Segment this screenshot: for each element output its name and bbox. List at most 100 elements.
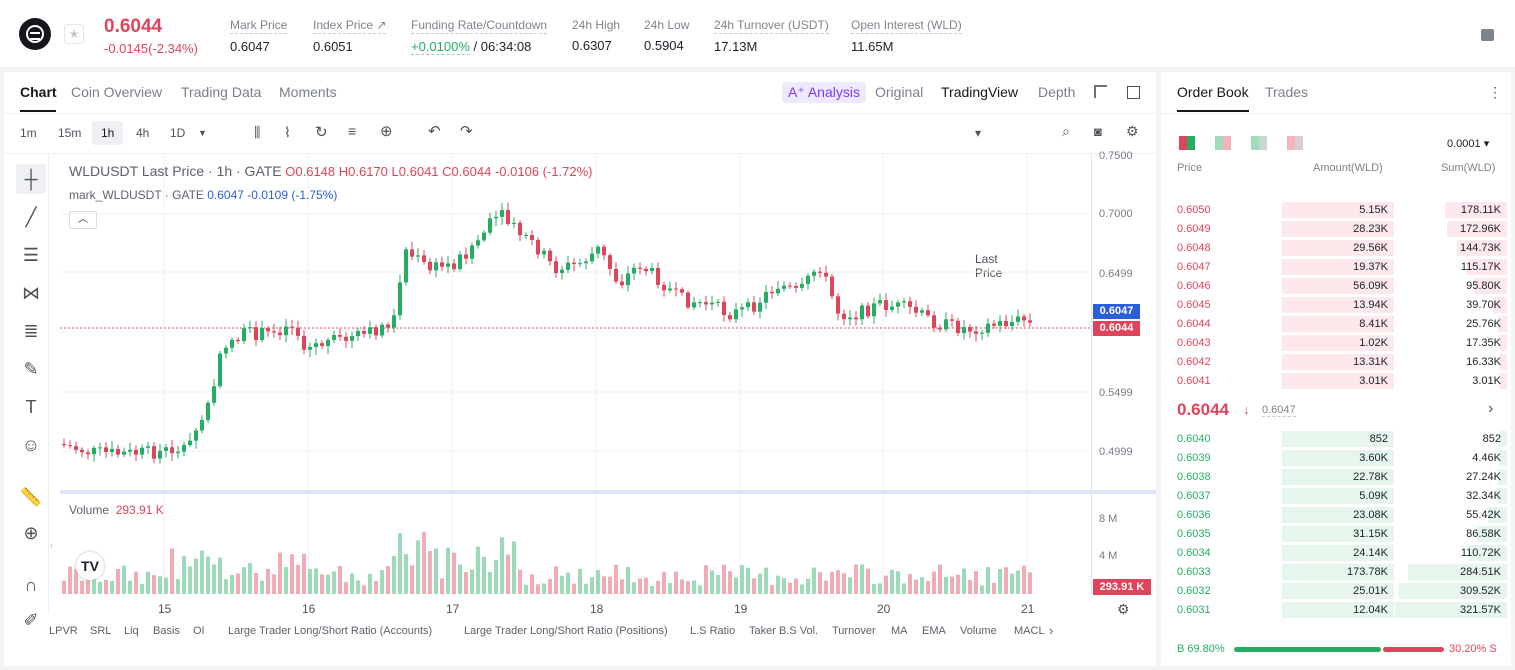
ob-price: 0.6047	[1177, 261, 1211, 273]
chevron-left-icon[interactable]: ‹	[50, 540, 53, 550]
sum-depth-bar	[1497, 469, 1507, 485]
sum-depth-bar	[1499, 335, 1507, 351]
candlestick-chart[interactable]	[60, 154, 1092, 594]
indicator-item[interactable]: Basis	[153, 625, 180, 637]
zoom-in-icon[interactable]: ⊕	[23, 523, 39, 543]
interval-1d[interactable]: 1D	[170, 126, 186, 140]
precision-select[interactable]: 0.0001 ▾	[1447, 138, 1490, 150]
stat-value: 0.6051	[313, 39, 353, 54]
tab-depth[interactable]: Depth	[1038, 84, 1076, 100]
ob-sum: 17.35K	[1466, 337, 1501, 349]
layout-bids-icon[interactable]	[1251, 136, 1267, 150]
volume-value: 293.91 K	[115, 503, 164, 517]
price-change: -0.0145(-2.34%)	[104, 41, 198, 56]
window-icon[interactable]	[1127, 86, 1140, 99]
undo-icon[interactable]: ↶	[428, 123, 441, 140]
ob-amount: 25.01K	[1353, 585, 1388, 597]
indicator-item[interactable]: MACL	[1014, 625, 1045, 637]
stat-funding: Funding Rate/Countdown +0.0100% / 06:34:0…	[411, 18, 548, 55]
ob-price: 0.6041	[1177, 375, 1211, 387]
ob-amount: 173.78K	[1347, 566, 1388, 578]
trend-line-icon[interactable]: ╱	[25, 207, 37, 227]
amount-depth-bar	[1282, 450, 1394, 466]
chart-panel	[4, 72, 1156, 666]
add-plus-icon[interactable]: ⊕	[380, 123, 393, 140]
candle-type-icon[interactable]: ⫼	[254, 124, 261, 140]
book-icon[interactable]	[1481, 29, 1494, 41]
crosshair-icon[interactable]: ┼	[16, 164, 46, 194]
indicator-item[interactable]: Large Trader Long/Short Ratio (Positions…	[464, 625, 668, 637]
pane-separator[interactable]	[60, 490, 1156, 494]
emoji-icon[interactable]: ☺	[21, 435, 41, 455]
interval-4h[interactable]: 4h	[136, 126, 150, 140]
parallel-lines-icon[interactable]: ☰	[22, 245, 40, 265]
fib-icon[interactable]: ≣	[23, 321, 39, 341]
camera-icon[interactable]: ◙	[1094, 124, 1102, 139]
indicator-item[interactable]: Taker B.S Vol.	[749, 625, 819, 637]
tab-moments[interactable]: Moments	[279, 84, 337, 100]
indicator-item[interactable]: EMA	[922, 625, 946, 637]
stat-label: Open Interest (WLD)	[851, 18, 962, 34]
stat-value: 0.5904	[644, 38, 684, 53]
ob-amount: 1.02K	[1359, 337, 1388, 349]
interval-1h[interactable]: 1h	[92, 121, 124, 145]
indicator-item[interactable]: Large Trader Long/Short Ratio (Accounts)	[228, 625, 433, 637]
stat-24h-high: 24h High 0.6307	[572, 18, 620, 53]
template-icon[interactable]: ≡	[348, 123, 357, 139]
gear-icon[interactable]: ⚙	[1126, 123, 1139, 139]
search-icon[interactable]: ⌕	[1062, 123, 1070, 139]
ob-price: 0.6032	[1177, 585, 1211, 597]
stat-index-price[interactable]: Index Price ↗ 0.6051	[313, 18, 387, 54]
tab-order-book[interactable]: Order Book	[1177, 84, 1249, 100]
indicator-item[interactable]: L.S Ratio	[690, 625, 736, 637]
ai-analysis-button[interactable]: A⁺ Analysis	[782, 82, 866, 103]
settings-gear-icon[interactable]: ⚙	[1117, 601, 1130, 617]
chevron-right-icon[interactable]: ›	[1049, 623, 1054, 638]
tab-trades[interactable]: Trades	[1265, 84, 1309, 100]
text-tool-icon[interactable]: T	[25, 397, 37, 417]
indicator-item[interactable]: SRL	[90, 625, 112, 637]
stat-open-interest: Open Interest (WLD) 11.65M	[851, 18, 962, 54]
chevron-right-icon[interactable]: ›	[1488, 400, 1494, 417]
lock-pencil-icon[interactable]: ✐	[23, 610, 39, 630]
pattern-icon[interactable]: ⋈	[22, 283, 40, 303]
layout-both-icon[interactable]	[1179, 136, 1195, 150]
expand-icon[interactable]	[1094, 85, 1107, 98]
layout-split-icon[interactable]	[1215, 136, 1231, 150]
ob-price: 0.6035	[1177, 528, 1211, 540]
ruler-icon[interactable]: 📏	[19, 487, 43, 507]
redo-icon[interactable]: ↷	[460, 123, 473, 140]
tab-tradingview[interactable]: TradingView	[941, 84, 1019, 100]
collapse-legend-button[interactable]: ︿	[69, 211, 97, 229]
interval-1m[interactable]: 1m	[20, 126, 37, 140]
more-menu-icon[interactable]: ⋮	[1488, 84, 1502, 100]
chart-legend: WLDUSDT Last Price · 1h · GATE O0.6148 H…	[69, 163, 593, 179]
replay-icon[interactable]: ↻	[315, 124, 328, 141]
indicator-item[interactable]: Volume	[960, 625, 997, 637]
tab-chart[interactable]: Chart	[20, 84, 57, 100]
ob-sum: 110.72K	[1460, 547, 1501, 559]
indicator-item[interactable]: Liq	[124, 625, 139, 637]
indicator-item[interactable]: OI	[193, 625, 205, 637]
tab-trading-data[interactable]: Trading Data	[181, 84, 262, 100]
chevron-down-icon[interactable]: ▼	[198, 128, 207, 138]
stat-label: 24h High	[572, 18, 621, 32]
layout-asks-icon[interactable]	[1287, 136, 1303, 150]
amount-depth-bar	[1282, 278, 1394, 294]
amount-depth-bar	[1282, 354, 1394, 370]
indicator-item[interactable]: LPVR	[49, 625, 78, 637]
tab-coin-overview[interactable]: Coin Overview	[71, 84, 163, 100]
indicator-icon[interactable]: ⌇	[284, 124, 291, 140]
magnet-icon[interactable]: ∩	[24, 575, 38, 595]
price-source-select[interactable]: Last Price ▾	[975, 126, 1003, 280]
indicator-item[interactable]: MA	[891, 625, 908, 637]
indicator-item[interactable]: Turnover	[832, 625, 876, 637]
brush-icon[interactable]: ✎	[23, 359, 39, 379]
ob-amount: 24.14K	[1353, 547, 1388, 559]
ob-price: 0.6038	[1177, 471, 1211, 483]
favorite-star-icon[interactable]: ★	[64, 24, 84, 44]
tab-original[interactable]: Original	[875, 84, 924, 100]
ob-price: 0.6045	[1177, 299, 1211, 311]
vol-tick: 8 M	[1099, 513, 1118, 525]
interval-15m[interactable]: 15m	[58, 126, 82, 140]
